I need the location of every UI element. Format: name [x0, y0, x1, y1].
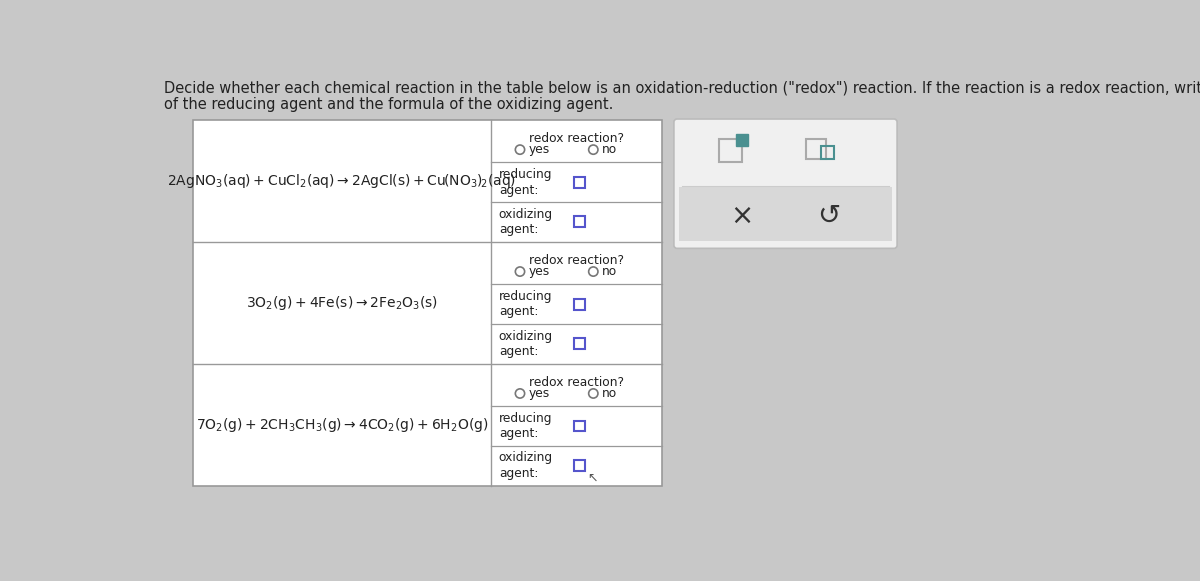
Bar — [575, 338, 586, 349]
Text: reducing
agent:: reducing agent: — [499, 168, 552, 196]
Text: redox reaction?: redox reaction? — [529, 254, 624, 267]
Text: no: no — [602, 143, 617, 156]
Bar — [805, 139, 826, 159]
Bar — [678, 187, 893, 242]
FancyBboxPatch shape — [674, 119, 898, 248]
Text: ↺: ↺ — [817, 202, 840, 229]
Text: redox reaction?: redox reaction? — [529, 375, 624, 389]
Text: no: no — [602, 265, 617, 278]
Text: ×: × — [731, 202, 754, 229]
Text: ↖: ↖ — [588, 472, 598, 485]
Bar — [575, 217, 586, 227]
Text: reducing
agent:: reducing agent: — [499, 290, 552, 318]
Bar — [719, 139, 742, 162]
Bar — [575, 421, 586, 432]
Bar — [736, 134, 749, 146]
Bar — [193, 120, 661, 486]
Text: yes: yes — [528, 143, 550, 156]
Text: redox reaction?: redox reaction? — [529, 132, 624, 145]
Text: $7\mathrm{O_2}(\mathrm{g}) + 2\mathrm{CH_3CH_3}(\mathrm{g}) \rightarrow 4\mathrm: $7\mathrm{O_2}(\mathrm{g}) + 2\mathrm{CH… — [196, 415, 488, 433]
Bar — [575, 177, 586, 188]
Text: oxidizing
agent:: oxidizing agent: — [499, 329, 553, 358]
Bar — [575, 299, 586, 310]
Text: yes: yes — [528, 265, 550, 278]
Text: $2\mathrm{AgNO_3}(\mathrm{aq}) + \mathrm{CuCl_2}(\mathrm{aq}) \rightarrow 2\math: $2\mathrm{AgNO_3}(\mathrm{aq}) + \mathrm… — [167, 172, 516, 190]
Text: reducing
agent:: reducing agent: — [499, 412, 552, 440]
Text: $3\mathrm{O_2}(\mathrm{g}) + 4\mathrm{Fe}(\mathrm{s}) \rightarrow 2\mathrm{Fe_2O: $3\mathrm{O_2}(\mathrm{g}) + 4\mathrm{Fe… — [246, 293, 438, 311]
Text: of the reducing agent and the formula of the oxidizing agent.: of the reducing agent and the formula of… — [164, 98, 613, 113]
Bar — [575, 460, 586, 471]
Text: yes: yes — [528, 387, 550, 400]
Text: oxidizing
agent:: oxidizing agent: — [499, 207, 553, 236]
Bar — [821, 146, 834, 159]
Text: oxidizing
agent:: oxidizing agent: — [499, 451, 553, 480]
Text: no: no — [602, 387, 617, 400]
Text: Decide whether each chemical reaction in the table below is an oxidation-reducti: Decide whether each chemical reaction in… — [164, 81, 1200, 95]
